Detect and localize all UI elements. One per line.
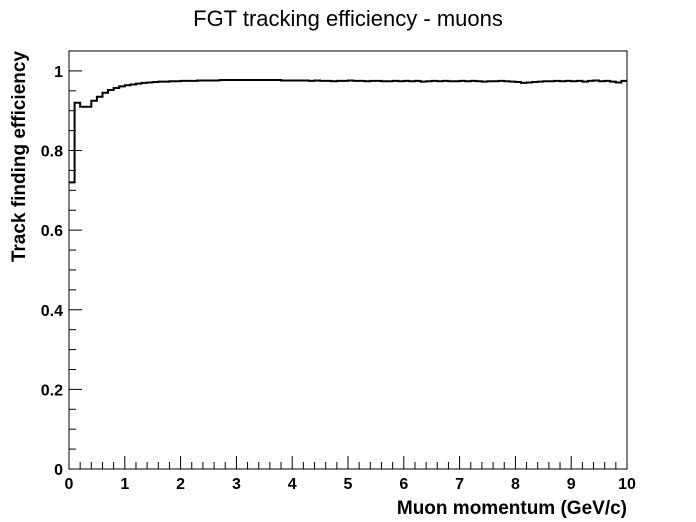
x-axis-tick-labels: 0 1 2 3 4 5 6 7 8 9 10	[65, 476, 636, 493]
y-tick-label: 0.6	[41, 223, 63, 240]
x-tick-label: 8	[511, 476, 520, 493]
y-axis-label: Track finding efficiency	[9, 51, 30, 263]
y-tick-label: 0.2	[41, 382, 63, 399]
y-axis-tick-labels: 0 0.2 0.4 0.6 0.8 1	[41, 64, 63, 479]
x-tick-label: 10	[618, 476, 636, 493]
x-tick-label: 3	[232, 476, 241, 493]
x-tick-label: 0	[65, 476, 74, 493]
x-tick-label: 4	[288, 476, 297, 493]
x-axis-ticks	[68, 456, 628, 469]
y-tick-label: 0.8	[41, 144, 63, 161]
x-tick-label: 1	[120, 476, 129, 493]
x-tick-label: 9	[567, 476, 576, 493]
x-axis-label: Muon momentum (GeV/c)	[397, 498, 627, 519]
y-tick-label: 0	[54, 462, 63, 479]
x-tick-label: 5	[344, 476, 353, 493]
x-tick-label: 6	[399, 476, 408, 493]
x-tick-label: 7	[455, 476, 464, 493]
plot-frame	[68, 50, 628, 470]
efficiency-histogram-line	[69, 79, 627, 184]
y-tick-label: 1	[54, 64, 63, 81]
chart-title: FGT tracking efficiency - muons	[193, 6, 503, 31]
y-axis-ticks	[69, 50, 82, 470]
x-tick-label: 2	[176, 476, 185, 493]
y-tick-label: 0.4	[41, 303, 63, 320]
